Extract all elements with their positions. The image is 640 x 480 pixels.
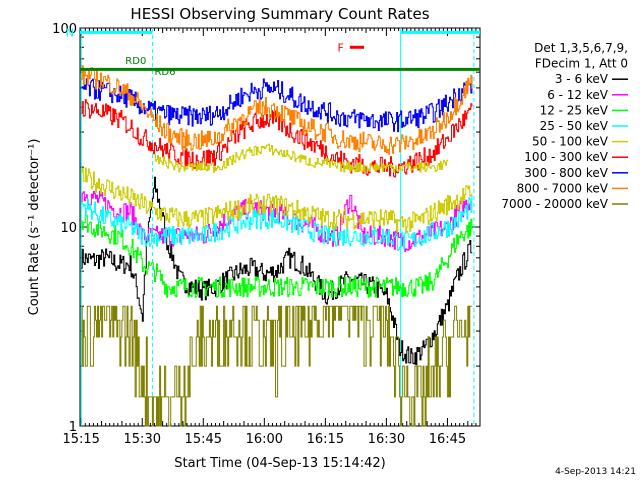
x-tick-label: 16:00 [246,432,283,447]
legend-header: FDecim 1, Att 0 [535,57,628,71]
series-line-7000-20000-kev [81,305,472,427]
y-tick-label: 100 [52,22,77,37]
y-tick-label: 10 [60,221,77,236]
series-line-12-25-kev [81,214,473,298]
legend-label: 800 - 7000 keV [517,181,609,195]
legend-label: 50 - 100 keV [532,135,609,149]
y-axis-label: Count Rate (s⁻¹ detector⁻¹) [27,139,42,316]
x-tick-label: 15:30 [124,432,161,447]
annotations: N RD0 RD6 F [66,26,480,78]
flag-label: F [337,41,343,54]
x-axis-label: Start Time (04-Sep-13 15:14:42) [174,456,385,471]
x-tick-label: 15:45 [185,432,222,447]
legend-label: 3 - 6 keV [555,72,609,86]
chart-title: HESSI Observing Summary Count Rates [130,5,429,23]
axis-ticks: 15:15 15:30 15:45 16:00 16:15 16:30 16:45 1 10 10… [52,22,481,447]
series-line-800-7000-kev [81,65,473,155]
series-line-plateau-9 [154,143,448,173]
series-line-50-100-kev [81,167,473,233]
plot-timestamp: 4-Sep-2013 14:21 [555,467,636,477]
flag-label: N [66,26,74,39]
series-line-300-800-kev [81,76,473,133]
legend-header: Det 1,3,5,6,7,9, [534,41,628,55]
rate-decim-label: RD6 [154,67,175,78]
legend-label: 7000 - 20000 keV [501,197,608,211]
x-tick-label: 15:15 [62,432,99,447]
series-line-3-6-kev [81,176,473,366]
y-tick-label: 1 [69,420,77,435]
series-line-6-12-kev [81,190,473,252]
vertical-markers [80,28,475,426]
legend-label: 300 - 800 keV [524,166,608,180]
x-tick-label: 16:15 [307,432,344,447]
x-tick-label: 16:30 [368,432,405,447]
legend-label: 100 - 300 keV [524,150,608,164]
series-lines [81,65,473,427]
legend-label: 12 - 25 keV [540,103,609,117]
legend-label: 6 - 12 keV [547,88,609,102]
rate-decim-label: RD0 [125,56,146,67]
legend: Det 1,3,5,6,7,9, FDecim 1, Att 03 - 6 keV… [501,41,628,211]
legend-label: 25 - 50 keV [540,119,609,133]
x-tick-label: 16:45 [429,432,466,447]
